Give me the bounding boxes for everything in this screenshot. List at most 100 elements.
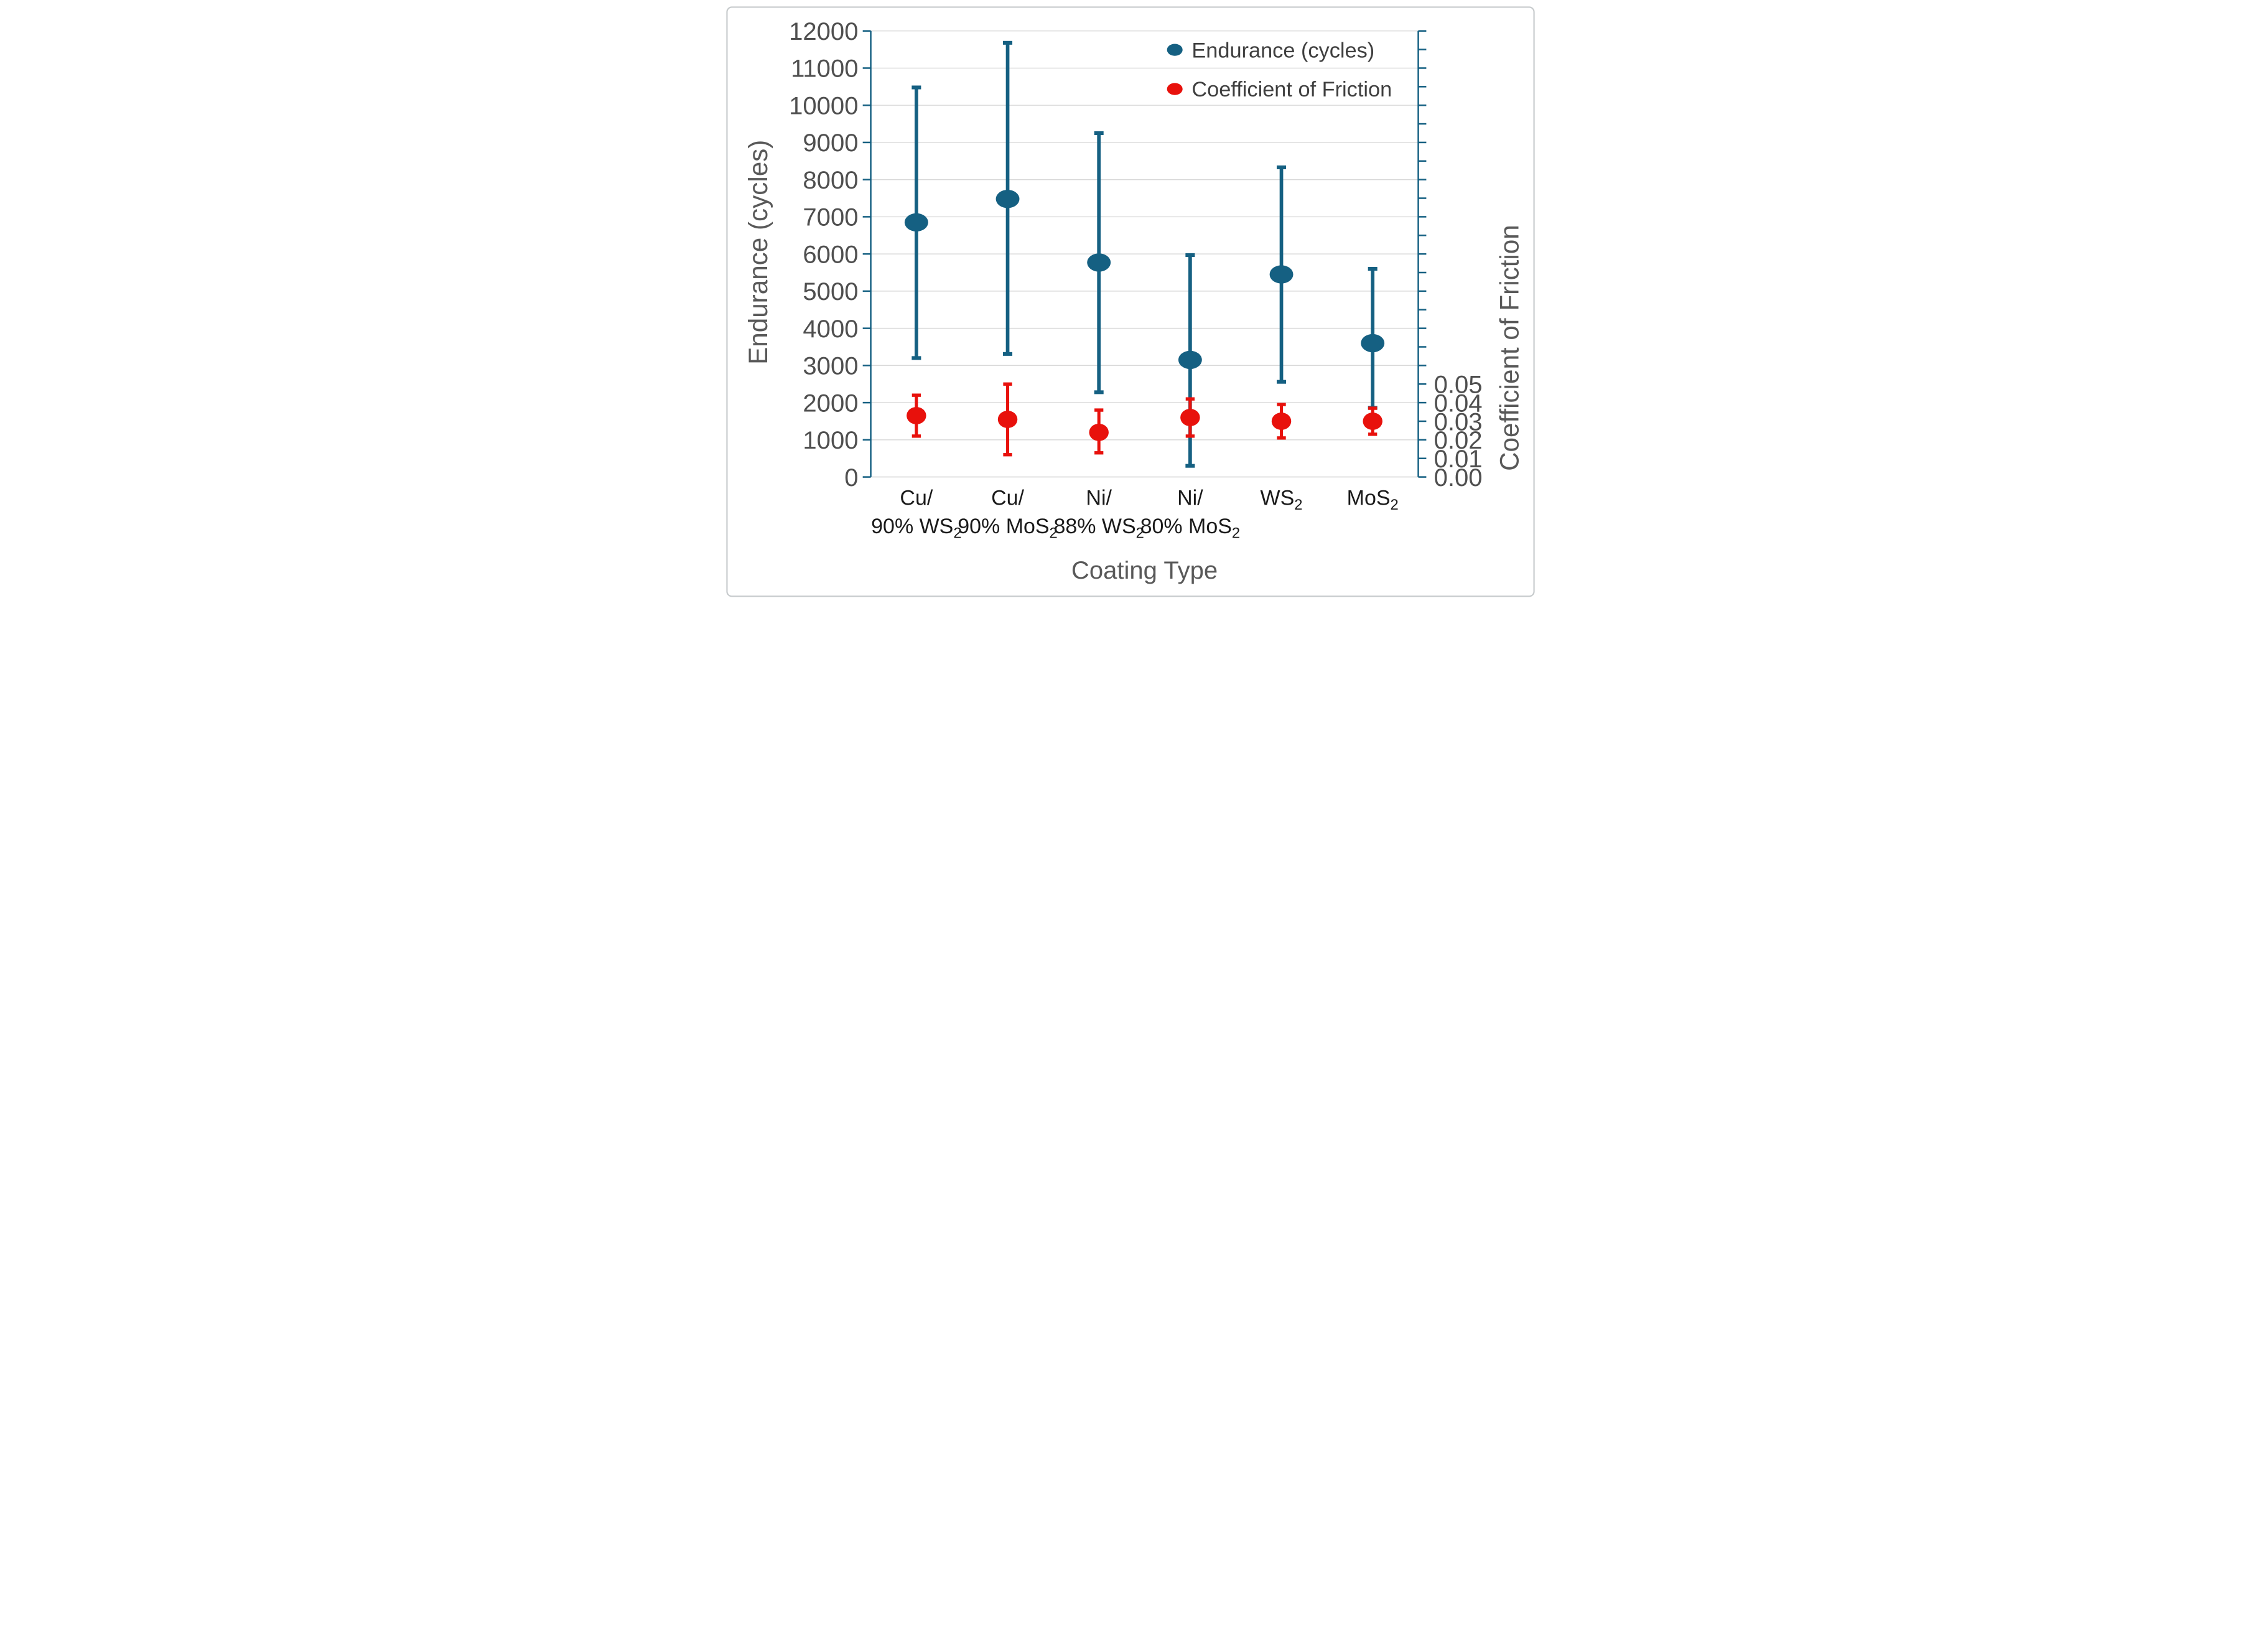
primary-axis-tick-label: 1000 [803,427,858,454]
label-text: Endurance (cycles) [744,140,773,365]
primary-axis-tick-label: 5000 [803,278,858,306]
label-text: 5000 [803,278,858,306]
label-text: Ni/ [1086,486,1112,510]
primary-axis-tick-label: 10000 [789,92,858,119]
label-subscript: 2 [1050,525,1058,542]
label-text: 0 [844,464,858,492]
primary-axis-title: Endurance (cycles) [744,140,773,365]
label-text: 2000 [803,390,858,417]
chart-background [726,6,1535,597]
label-subscript: 2 [1136,525,1144,542]
legend-label: Endurance (cycles) [1191,39,1374,62]
endurance-marker [1087,253,1111,272]
label-text: 6000 [803,241,858,268]
label-text: 0.01 [1434,446,1483,473]
category-label: Cu/ [991,486,1024,510]
primary-axis-tick-label: 8000 [803,167,858,194]
primary-axis-tick-label: 4000 [803,315,858,343]
endurance-marker [995,190,1020,208]
label-subscript: 2 [1232,525,1240,542]
label-text: 90% WS [871,515,953,538]
category-label: Ni/ [1086,486,1112,510]
category-label: 88% WS2 [1054,515,1144,541]
category-label: WS2 [1261,486,1303,513]
label-text: Coating Type [1071,557,1218,584]
label-text: 7000 [803,204,858,231]
label-subscript: 2 [953,525,961,542]
endurance-marker [1361,334,1385,353]
primary-axis-group: 0 1000 2000 3000 4000 5000 6000 7000 8000 9000 100… [789,18,872,492]
legend: Endurance (cycles) Coefficient of Frictio… [1167,39,1392,101]
category-label: 90% MoS2 [958,515,1058,541]
label-text: Coefficient of Friction [1495,225,1524,471]
category-label: 80% MoS2 [1140,515,1241,541]
legend-marker-icon [1167,44,1183,56]
label-text: 4000 [803,315,858,343]
x-axis-title: Coating Type [1071,557,1218,584]
primary-axis-tick-label: 6000 [803,241,858,268]
primary-axis-tick-label: 11000 [791,55,858,83]
label-text: Endurance (cycles) [1191,39,1374,62]
legend-marker-icon [1167,83,1183,95]
secondary-axis-title: Coefficient of Friction [1495,225,1524,471]
secondary-axis-group: 0.000.010.020.030.040.05 [1417,30,1483,492]
secondary-axis-tick-label: 0.02 [1434,427,1483,454]
legend-item: Endurance (cycles) [1167,39,1374,62]
label-text: 88% WS [1054,515,1136,538]
label-text: 9000 [803,129,858,157]
axis-titles-group: Endurance (cycles) Coefficient of Frictio… [744,140,1524,584]
label-text: Ni/ [1177,486,1203,510]
label-subscript: 2 [1294,497,1302,513]
figure-border [726,6,1535,597]
label-text: Cu/ [900,486,933,510]
dual-axis-scatter-chart: 0 1000 2000 3000 4000 5000 6000 7000 8000 9000 100… [726,6,1535,597]
cof-marker [1089,423,1109,441]
cof-marker [1363,413,1382,430]
label-subscript: 2 [1391,497,1399,513]
primary-axis-tick-label: 9000 [803,129,858,157]
label-text: 0.04 [1434,390,1483,417]
primary-axis-tick-label: 2000 [803,390,858,417]
label-text: 3000 [803,353,858,380]
category-label: Cu/ [900,486,933,510]
category-label: Ni/ [1177,486,1203,510]
cof-marker [1180,409,1200,426]
label-text: 1000 [803,427,858,454]
label-text: 12000 [789,18,858,45]
endurance-marker [904,213,928,232]
primary-axis-tick-label: 12000 [789,18,858,45]
endurance-series [904,40,1385,468]
category-label: MoS2 [1347,486,1399,513]
category-label: 90% WS2 [871,515,961,541]
secondary-axis-tick-label: 0.01 [1434,446,1483,473]
primary-axis-tick-label: 0 [844,464,858,492]
legend-label: Coefficient of Friction [1191,78,1392,101]
cof-series [907,382,1382,457]
cof-marker [1271,413,1292,430]
endurance-marker [1178,350,1202,370]
label-text: 8000 [803,167,858,194]
primary-axis-tick-label: 7000 [803,204,858,231]
secondary-axis-tick-label: 0.05 [1434,371,1483,399]
endurance-marker [1269,265,1294,284]
label-text: MoS [1347,486,1391,510]
legend-item: Coefficient of Friction [1167,78,1392,101]
label-text: Coefficient of Friction [1191,78,1392,101]
secondary-axis-tick-label: 0.03 [1434,408,1483,436]
gridlines-group [870,30,1419,478]
label-text: Cu/ [991,486,1024,510]
label-text: 0.05 [1434,371,1483,399]
label-text: 90% MoS [958,515,1049,538]
label-text: 80% MoS [1140,515,1232,538]
label-text: 11000 [791,55,858,83]
cof-marker [907,407,926,424]
primary-axis-tick-label: 3000 [803,353,858,380]
label-text: WS [1261,486,1295,510]
label-text: 0.03 [1434,408,1483,436]
secondary-axis-tick-label: 0.00 [1434,464,1483,492]
page: 0 1000 2000 3000 4000 5000 6000 7000 8000 9000 100… [0,0,2261,604]
label-text: 10000 [789,92,858,119]
label-text: 0.02 [1434,427,1483,454]
label-text: 0.00 [1434,464,1483,492]
